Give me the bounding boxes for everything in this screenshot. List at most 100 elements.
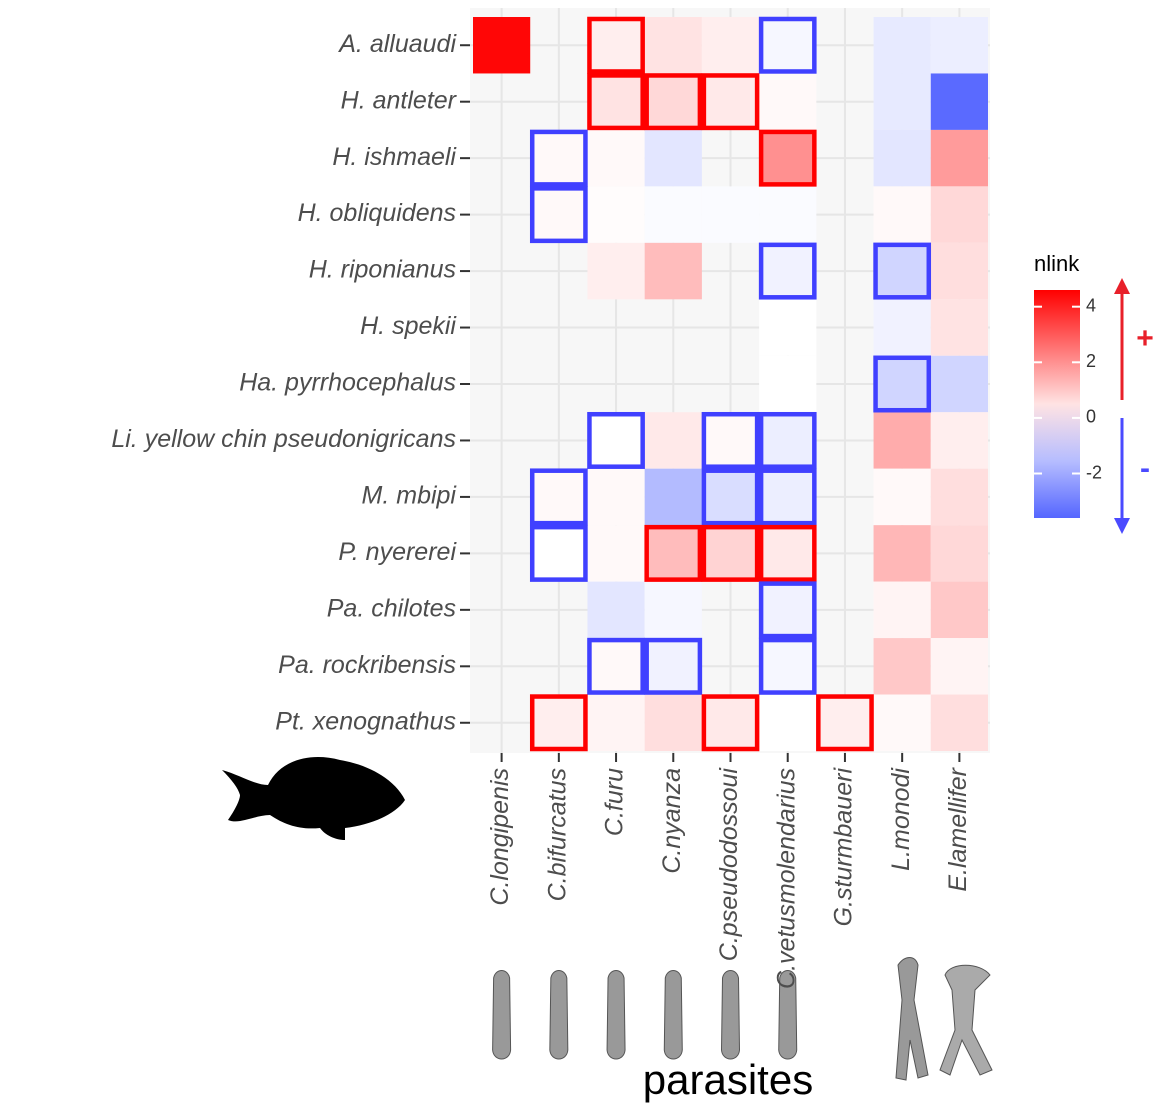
worm-icon	[493, 971, 511, 1060]
colorbar-tick-label: 4	[1086, 295, 1096, 315]
heatmap-cell	[874, 582, 931, 638]
heatmap-cell	[931, 186, 988, 242]
heatmap-cell	[759, 356, 816, 412]
heatmap-cell	[874, 356, 931, 412]
x-tick-label: G.sturmbaueri	[830, 767, 858, 927]
heatmap-cell	[759, 17, 816, 73]
chart: parasites nlink + - A. alluaudiH. antlet…	[0, 0, 1158, 1115]
fish-icon	[222, 757, 405, 840]
x-tick-label: L.monodi	[887, 767, 915, 871]
heatmap-cell	[530, 525, 587, 581]
colorbar-tick-label: 2	[1086, 351, 1096, 371]
heatmap-cell	[759, 243, 816, 299]
heatmap-cell	[530, 186, 587, 242]
heatmap-cell	[587, 130, 644, 186]
heatmap-cell	[645, 525, 702, 581]
heatmap-cell	[587, 73, 644, 129]
heatmap-cell	[645, 243, 702, 299]
heatmap-cell	[645, 582, 702, 638]
x-tick-label: E.lamellifer	[944, 766, 972, 891]
heatmap-cell	[759, 469, 816, 525]
worm-icon	[607, 971, 625, 1060]
heatmap-cell	[874, 638, 931, 694]
heatmap-cell	[645, 695, 702, 751]
page: parasites nlink + - A. alluaudiH. antlet…	[0, 0, 1158, 1120]
worm-icon	[550, 971, 568, 1060]
heatmap-cell	[759, 638, 816, 694]
heatmap-cell	[931, 356, 988, 412]
heatmap-cell	[759, 130, 816, 186]
x-tick-label: C.longipenis	[486, 768, 514, 906]
heatmap-cell	[473, 17, 530, 73]
heatmap-cell	[759, 582, 816, 638]
heatmap-cell	[759, 525, 816, 581]
heatmap-cell	[874, 186, 931, 242]
heatmap-cell	[587, 17, 644, 73]
colorbar	[1034, 290, 1080, 518]
heatmap-cell	[702, 186, 759, 242]
heatmap-cell	[816, 695, 873, 751]
heatmap-cell	[874, 299, 931, 355]
heatmap-cell	[645, 130, 702, 186]
y-tick-label: Pa. chilotes	[327, 594, 456, 622]
legend-title: nlink	[1034, 251, 1080, 276]
heatmap-cell	[931, 638, 988, 694]
heatmap-cell	[645, 412, 702, 468]
heatmap-cell	[874, 17, 931, 73]
x-tick-label: C.furu	[601, 768, 629, 836]
heatmap-cell	[874, 73, 931, 129]
heatmap-cell	[702, 412, 759, 468]
heatmap-cell	[645, 73, 702, 129]
heatmap-cell	[874, 695, 931, 751]
heatmap-cell	[587, 243, 644, 299]
y-tick-label: H. spekii	[360, 312, 457, 340]
heatmap-cell	[587, 412, 644, 468]
heatmap-cell	[587, 525, 644, 581]
y-tick-label: Li. yellow chin pseudonigricans	[111, 425, 456, 453]
heatmap-cell	[759, 299, 816, 355]
x-tick-label: C.vetusmolendarius	[772, 768, 800, 989]
heatmap-cell	[931, 412, 988, 468]
heatmap-cell	[931, 130, 988, 186]
y-tick-label: Pa. rockribensis	[278, 651, 456, 679]
y-tick-label: P. nyererei	[338, 538, 457, 566]
x-tick-label: C.bifurcatus	[543, 768, 571, 901]
heatmap-cell	[587, 469, 644, 525]
heatmap-cell	[931, 695, 988, 751]
heatmap-cell	[759, 695, 816, 751]
heatmap-cell	[759, 186, 816, 242]
y-tick-label: H. ishmaeli	[332, 143, 457, 171]
x-tick-label: C.pseudodossoui	[715, 767, 743, 962]
heatmap-cell	[874, 469, 931, 525]
heatmap-cell	[931, 73, 988, 129]
heatmap-cell	[931, 582, 988, 638]
heatmap-cell	[645, 638, 702, 694]
heatmap-cell	[645, 469, 702, 525]
heatmap-cell	[587, 638, 644, 694]
heatmap-cell	[759, 412, 816, 468]
heatmap-cell	[587, 695, 644, 751]
worm-icon	[664, 971, 682, 1060]
heatmap-cell	[931, 469, 988, 525]
heatmap-cell	[931, 243, 988, 299]
heatmap-cell	[645, 17, 702, 73]
y-tick-label: Pt. xenognathus	[275, 707, 456, 735]
heatmap-cell	[874, 243, 931, 299]
positive-sign: +	[1136, 322, 1154, 355]
heatmap-cell	[874, 412, 931, 468]
heatmap-cell	[931, 17, 988, 73]
worm-icon	[722, 971, 740, 1060]
y-tick-label: M. mbipi	[362, 482, 458, 510]
heatmap-cell	[587, 582, 644, 638]
colorbar-tick-label: 0	[1086, 407, 1096, 427]
negative-sign: -	[1140, 452, 1150, 485]
x-axis-title: parasites	[643, 1056, 813, 1103]
heatmap-cell	[530, 469, 587, 525]
heatmap-cell	[759, 73, 816, 129]
colorbar-tick-label: -2	[1086, 462, 1102, 482]
y-tick-label: H. riponianus	[309, 256, 456, 284]
y-tick-label: Ha. pyrrhocephalus	[239, 369, 456, 397]
heatmap-cell	[931, 525, 988, 581]
heatmap-cell	[702, 525, 759, 581]
y-tick-label: H. antleter	[341, 86, 458, 114]
